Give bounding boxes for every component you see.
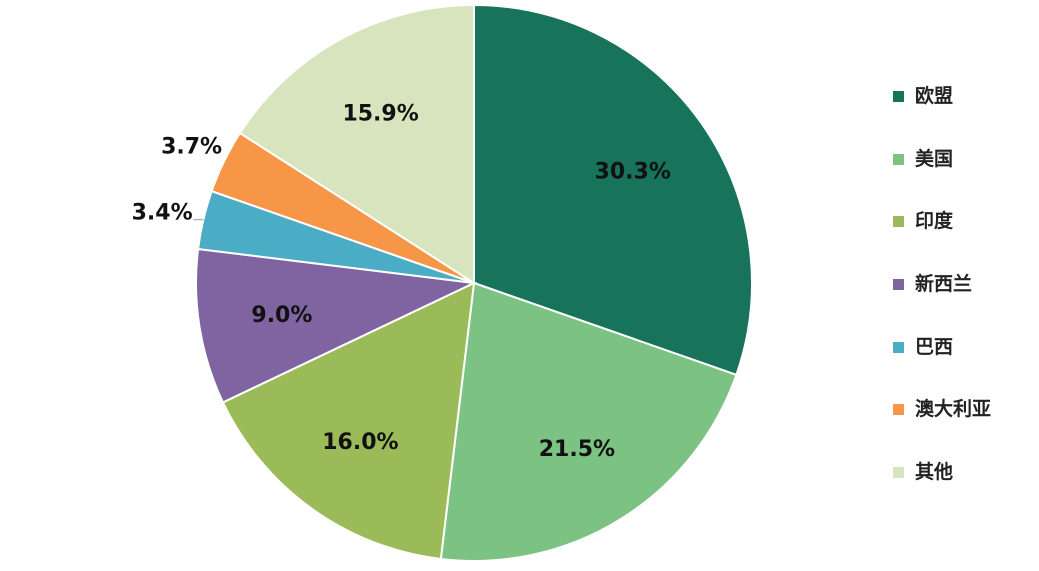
legend-label: 欧盟	[915, 85, 954, 107]
legend-label: 美国	[915, 147, 954, 170]
legend-label: 印度	[915, 210, 954, 233]
pie-slice-3	[195, 247, 478, 404]
legend-swatch	[893, 216, 904, 228]
pie-slice-6	[238, 3, 475, 285]
legend-item: 新西兰	[893, 272, 991, 335]
legend-item: 巴西	[893, 335, 991, 398]
legend-swatch	[893, 404, 904, 416]
data-label: 9.0%	[251, 303, 312, 328]
pie-slice-2	[221, 281, 476, 561]
data-label: 15.9%	[342, 101, 418, 126]
data-label: 21.5%	[539, 437, 615, 462]
legend-label: 新西兰	[915, 273, 973, 296]
legend-item: 澳大利亚	[893, 397, 991, 460]
legend-swatch	[893, 279, 904, 291]
legend-label: 澳大利亚	[915, 398, 992, 421]
legend-swatch	[893, 341, 904, 353]
legend-item: 欧盟	[893, 84, 991, 147]
data-label: 3.7%	[161, 134, 222, 159]
legend: 欧盟美国印度新西兰巴西澳大利亚其他	[893, 84, 991, 523]
legend-swatch	[893, 153, 904, 165]
data-label: 30.3%	[595, 159, 671, 184]
legend-label: 其他	[915, 461, 954, 484]
legend-swatch	[893, 91, 904, 102]
legend-item: 其他	[893, 460, 991, 523]
legend-item: 美国	[893, 147, 991, 210]
legend-item: 印度	[893, 209, 991, 272]
pie-slice-1	[439, 281, 738, 562]
pie-slice-0	[473, 3, 753, 377]
data-label: 16.0%	[322, 430, 398, 455]
data-label: 3.4%	[132, 200, 193, 225]
legend-label: 巴西	[915, 335, 954, 358]
legend-swatch	[893, 467, 904, 479]
